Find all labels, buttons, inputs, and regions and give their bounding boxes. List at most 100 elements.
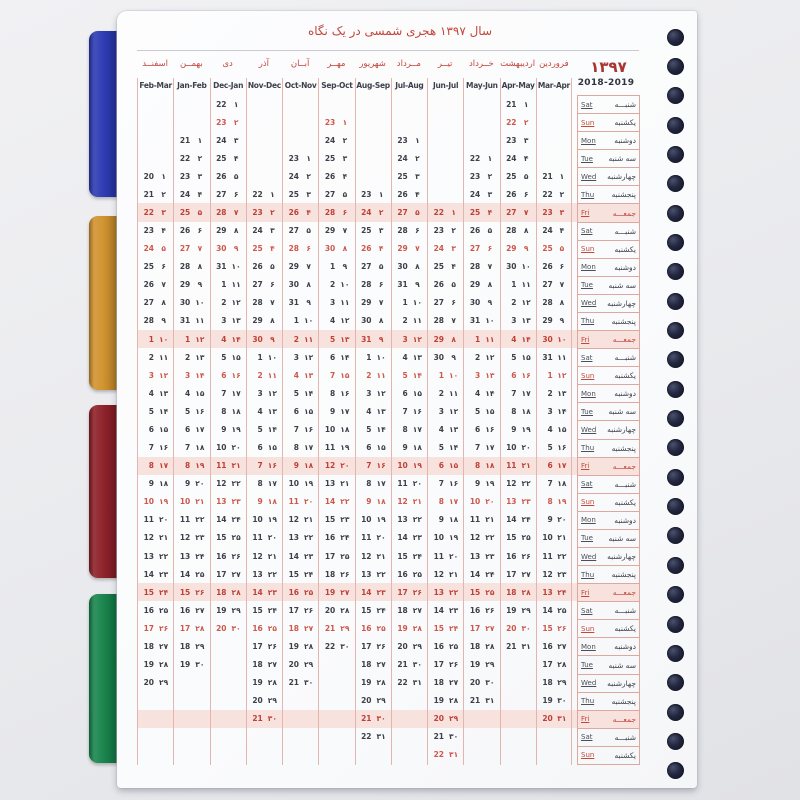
gregorian-day: 26	[542, 262, 553, 272]
weekday-box: Thu پنجشنبه	[577, 565, 640, 585]
gregorian-day: 27	[433, 298, 444, 308]
persian-day: ۲۶	[267, 641, 277, 651]
persian-day: ۶	[233, 189, 239, 199]
gregorian-day: 31	[179, 316, 191, 326]
calendar-cell: 22 ۳۱	[392, 674, 427, 692]
gregorian-day: 25	[506, 171, 517, 181]
calendar-cell: 8 ۱۷	[247, 475, 282, 493]
gregorian-day: 11	[433, 551, 444, 561]
weekday-box: Sun یکشنبه	[577, 239, 640, 259]
persian-day: ۱۵	[267, 443, 277, 453]
gregorian-day: 28	[542, 298, 553, 308]
gregorian-day: 22	[506, 117, 517, 127]
persian-day: ۷	[233, 208, 239, 217]
persian-day: ۲۱	[521, 461, 531, 471]
gregorian-day: 11	[506, 461, 517, 471]
weekday-abbr-en: Thu	[581, 190, 595, 199]
persian-day: ۱۹	[195, 461, 205, 471]
gregorian-day: 28	[469, 262, 481, 272]
persian-day: ۲۴	[304, 569, 314, 579]
persian-day: ۲۳	[485, 551, 495, 561]
persian-day: ۱۷	[231, 388, 241, 398]
calendar-cell: 3 ۱۱	[319, 294, 354, 312]
gregorian-day: 5	[366, 424, 372, 434]
persian-day: ۱۰	[195, 298, 205, 308]
gregorian-day: 8	[438, 497, 444, 507]
calendar-cell: 5 ۱۵	[211, 348, 246, 366]
gregorian-day: 1	[547, 370, 553, 380]
persian-day: ۲۹	[376, 696, 386, 706]
gregorian-day: 3	[293, 352, 299, 362]
calendar-cell: 16 ۲۵	[138, 601, 173, 619]
gregorian-day: 12	[506, 479, 517, 489]
persian-day: ۲۲	[159, 551, 169, 561]
weekday-name-fa: پنجشنبه	[611, 570, 636, 580]
persian-day: ۲۷	[521, 569, 531, 579]
persian-day: ۶	[197, 226, 203, 236]
gregorian-day: 1	[185, 334, 191, 344]
gregorian-day: 13	[433, 587, 444, 597]
calendar-cell: 30 ۱۰	[174, 294, 209, 312]
persian-day: ۲۲	[521, 479, 531, 489]
persian-day: ۱	[415, 135, 420, 145]
persian-day: ۲۷	[485, 623, 495, 633]
calendar-cell: 13 ۲۴	[537, 583, 571, 601]
persian-day: ۲۸	[195, 623, 205, 633]
calendar-cell: 21 ۲	[138, 185, 173, 203]
calendar-cell: 9 ۱۷	[319, 402, 354, 420]
persian-day: ۲۰	[159, 515, 169, 525]
persian-day: ۸	[233, 226, 239, 236]
calendar-cell: 26 ۶	[501, 185, 536, 203]
gregorian-day: 27	[216, 189, 227, 199]
weekday-box: Sat شنبـــه	[577, 348, 640, 368]
gregorian-day: 9	[293, 461, 299, 471]
persian-day: ۱۹	[449, 533, 459, 543]
gregorian-day: 13	[143, 551, 154, 561]
persian-day: ۷	[523, 208, 529, 217]
persian-day: ۱۵	[340, 370, 350, 380]
persian-day: ۱۲	[557, 370, 567, 380]
persian-day: ۵	[197, 208, 203, 217]
persian-day: ۳۰	[557, 696, 567, 706]
weekday-box: Tue سه شنبه	[577, 655, 640, 675]
calendar-cell: 31 ۱۱	[537, 348, 571, 366]
gregorian-day: 24	[324, 135, 336, 145]
persian-day: ۲۷	[304, 623, 314, 633]
persian-day: ۴	[197, 189, 203, 199]
gregorian-day: 6	[148, 424, 154, 434]
persian-day: ۲۸	[557, 660, 567, 669]
friday-highlight-band	[137, 583, 640, 602]
persian-day: ۱۵	[521, 352, 531, 362]
gregorian-day: 4	[257, 406, 263, 416]
persian-day: ۲۷	[412, 605, 422, 615]
gregorian-day: 8	[402, 424, 408, 434]
persian-day: ۱۵	[231, 352, 241, 362]
weekday-abbr-en: Sun	[581, 371, 595, 380]
gregorian-day: 3	[438, 406, 444, 416]
gregorian-day: 12	[216, 479, 227, 489]
gregorian-day: 4	[366, 406, 372, 416]
gregorian-day: 7	[547, 479, 553, 489]
gregorian-day: 12	[143, 533, 154, 543]
persian-day: ۲۸	[267, 678, 277, 688]
calendar-cell: 20 ۲۹	[138, 674, 173, 692]
calendar-cell: 22 ۱	[464, 149, 499, 167]
gregorian-day: 16	[361, 623, 372, 633]
calendar-cell: 29 ۸	[211, 222, 246, 240]
calendar-cell: 5 ۱۵	[464, 402, 499, 420]
gregorian-day: 5	[475, 406, 481, 416]
persian-day: ۲۰	[376, 533, 386, 543]
calendar-cell: 19 ۲۸	[428, 692, 463, 710]
calendar-cell: 31 ۹	[392, 276, 427, 294]
persian-day: ۲۹	[340, 623, 350, 633]
gregorian-day: 23	[397, 135, 408, 145]
calendar-cell: 15 ۲۶	[537, 619, 571, 637]
gregorian-day: 6	[366, 443, 372, 453]
calendar-cell: 8 ۱۷	[392, 420, 427, 438]
gregorian-day: 5	[438, 443, 444, 453]
calendar-cell: 6 ۱۷	[174, 420, 209, 438]
calendar-cell: 3 ۱۲	[283, 348, 318, 366]
persian-day: ۲	[161, 189, 166, 199]
calendar-cell: 23 ۱	[392, 131, 427, 149]
persian-day: ۳۰	[195, 660, 205, 669]
